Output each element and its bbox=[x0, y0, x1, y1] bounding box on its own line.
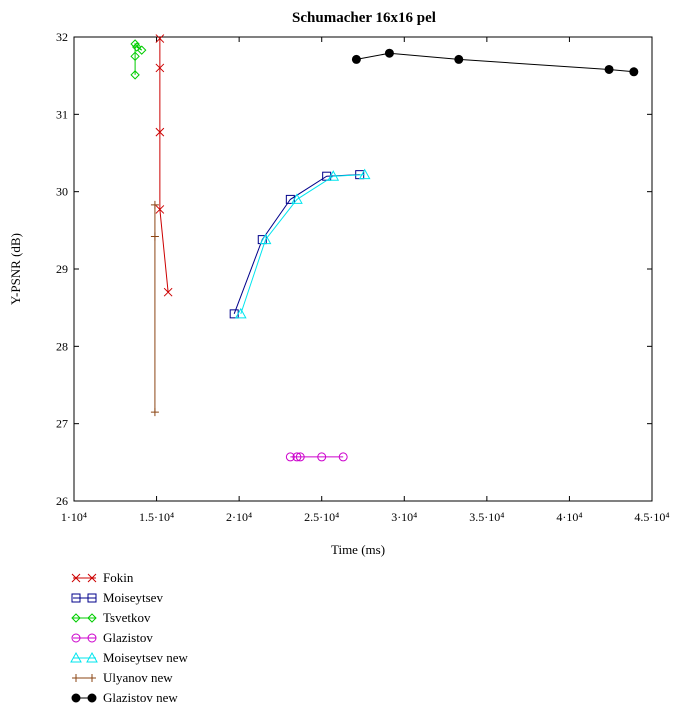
data-point-ulyanov-new bbox=[150, 200, 159, 209]
data-point-ulyanov-new bbox=[150, 408, 159, 417]
data-point-tsvetkov bbox=[130, 70, 140, 80]
legend-item-fokin: Fokin bbox=[71, 570, 134, 585]
x-tick-label: 1·10⁴ bbox=[61, 510, 87, 524]
y-tick-label: 32 bbox=[56, 30, 68, 44]
legend-label: Glazistov new bbox=[103, 690, 178, 705]
legend-marker bbox=[71, 573, 81, 583]
y-tick-label: 26 bbox=[56, 494, 68, 508]
legend-label: Fokin bbox=[103, 570, 134, 585]
x-tick-label: 4.5·10⁴ bbox=[634, 510, 669, 524]
data-point-glazistov-new bbox=[351, 54, 361, 64]
series-ulyanov-new bbox=[150, 200, 159, 417]
legend-item-glazistov-new: Glazistov new bbox=[71, 690, 178, 705]
legend-label: Moiseytsev new bbox=[103, 650, 188, 665]
legend-marker bbox=[70, 651, 82, 663]
legend-marker bbox=[72, 674, 80, 682]
data-point-moiseytsev-new bbox=[291, 193, 303, 204]
data-point-fokin bbox=[155, 205, 165, 214]
data-point-glazistov bbox=[292, 452, 302, 462]
data-point-glazistov-new bbox=[604, 64, 614, 74]
legend-marker bbox=[87, 613, 97, 623]
data-point-glazistov bbox=[338, 452, 348, 462]
series-line-tsvetkov bbox=[134, 42, 143, 75]
legend-item-ulyanov-new: Ulyanov new bbox=[72, 670, 173, 685]
legend-marker bbox=[87, 593, 97, 603]
legend-marker bbox=[71, 613, 81, 623]
x-tick-label: 4·10⁴ bbox=[556, 510, 582, 524]
y-tick-label: 30 bbox=[56, 185, 68, 199]
data-point-glazistov-new bbox=[384, 48, 394, 58]
legend-marker bbox=[87, 573, 97, 583]
data-point-fokin bbox=[155, 63, 165, 73]
data-point-tsvetkov bbox=[132, 42, 142, 52]
legend-marker bbox=[88, 674, 96, 682]
y-tick-label: 28 bbox=[56, 339, 68, 353]
data-point-moiseytsev-new bbox=[234, 307, 247, 319]
data-point-tsvetkov bbox=[130, 39, 140, 49]
data-point-glazistov-new bbox=[629, 67, 639, 77]
data-point-glazistov bbox=[317, 452, 327, 462]
series-tsvetkov bbox=[130, 39, 147, 80]
series-fokin bbox=[155, 34, 173, 297]
legend-marker bbox=[87, 693, 97, 703]
legend-marker bbox=[86, 651, 98, 663]
x-tick-label: 3.5·10⁴ bbox=[469, 510, 504, 524]
legend-label: Tsvetkov bbox=[103, 610, 151, 625]
data-point-moiseytsev-new bbox=[358, 168, 371, 180]
data-point-glazistov bbox=[295, 452, 305, 462]
data-point-moiseytsev-new bbox=[327, 170, 340, 181]
chart-title: Schumacher 16x16 pel bbox=[292, 10, 436, 26]
y-axis-label: Y-PSNR (dB) bbox=[8, 233, 23, 305]
legend-marker bbox=[87, 633, 97, 643]
legend-item-moiseytsev: Moiseytsev bbox=[71, 590, 163, 605]
x-tick-label: 1.5·10⁴ bbox=[139, 510, 174, 524]
data-point-ulyanov-new bbox=[150, 232, 159, 241]
legend-marker bbox=[71, 633, 81, 643]
legend-marker bbox=[71, 593, 81, 603]
legend-label: Glazistov bbox=[103, 630, 153, 645]
legend: Fokin Moiseytsev Tsvetkov Glazistov Moiseyts… bbox=[70, 570, 188, 705]
data-point-moiseytsev-new bbox=[259, 233, 272, 245]
data-point-glazistov-new bbox=[454, 54, 464, 64]
data-point-tsvetkov bbox=[130, 51, 140, 62]
x-tick-label: 3·10⁴ bbox=[391, 510, 417, 524]
x-axis-label: Time (ms) bbox=[331, 542, 385, 557]
legend-marker bbox=[71, 693, 81, 703]
legend-label: Ulyanov new bbox=[103, 670, 173, 685]
y-tick-label: 27 bbox=[56, 417, 68, 431]
legend-item-glazistov: Glazistov bbox=[71, 630, 153, 645]
series-moiseytsev-new bbox=[234, 168, 371, 319]
legend-label: Moiseytsev bbox=[103, 590, 163, 605]
x-axis: 1·10⁴ 1.5·10⁴ 2·10⁴ 2.5·10⁴ 3·10⁴ 3.5·10⁴ 4·10… bbox=[61, 37, 670, 524]
y-tick-label: 31 bbox=[56, 107, 68, 121]
legend-item-moiseytsev-new: Moiseytsev new bbox=[70, 650, 188, 665]
y-axis: 26 27 28 29 30 31 32 bbox=[56, 30, 652, 508]
data-point-glazistov bbox=[285, 452, 295, 462]
series-glazistov bbox=[285, 452, 348, 462]
series-line-moiseytsev-new bbox=[240, 174, 365, 315]
data-point-fokin bbox=[155, 34, 165, 43]
y-tick-label: 29 bbox=[56, 262, 68, 276]
x-tick-label: 2.5·10⁴ bbox=[304, 510, 339, 524]
series-layer bbox=[130, 34, 639, 462]
x-tick-label: 2·10⁴ bbox=[226, 510, 252, 524]
data-point-fokin bbox=[163, 287, 173, 297]
legend-item-tsvetkov: Tsvetkov bbox=[71, 610, 151, 625]
data-point-fokin bbox=[155, 127, 165, 137]
series-glazistov-new bbox=[351, 48, 639, 77]
